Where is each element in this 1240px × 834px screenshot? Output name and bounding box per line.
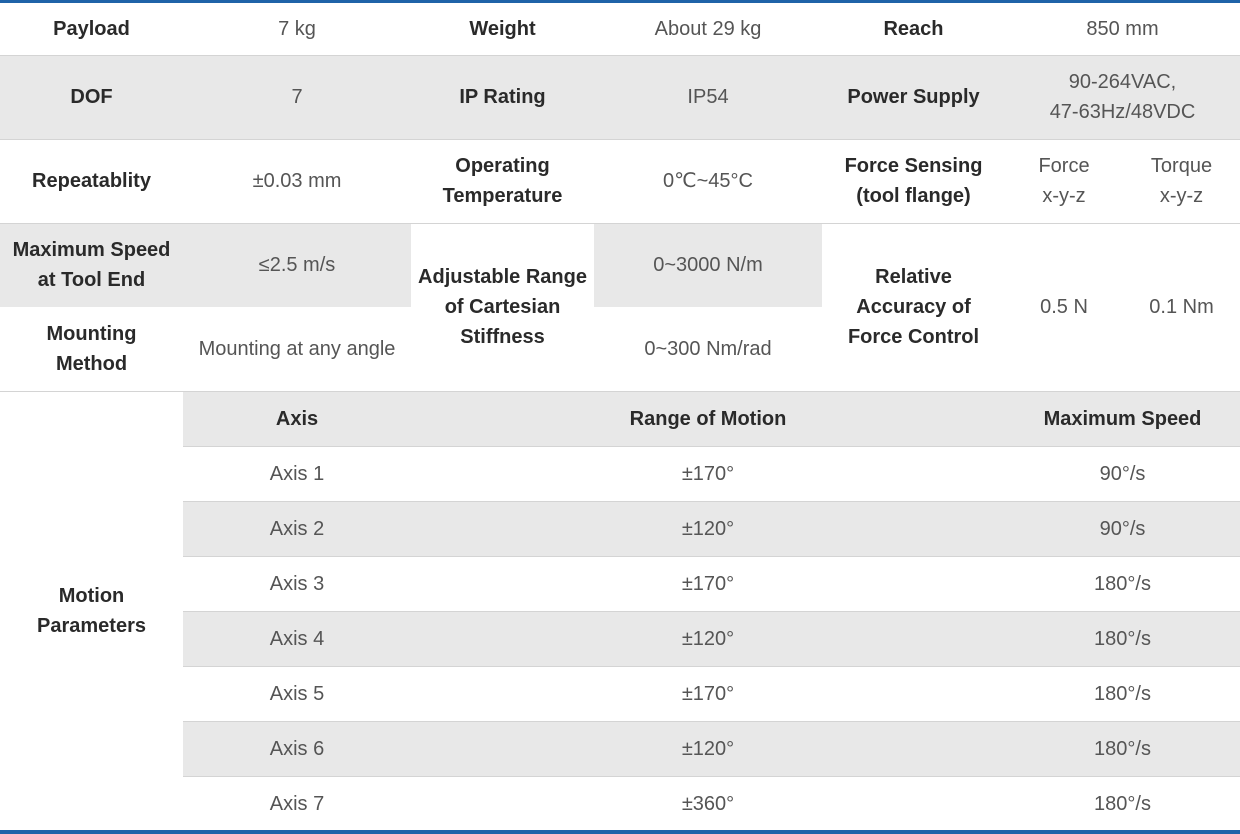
reach-label: Reach [883,17,944,40]
force-sensing-torque-line-2: x-y-z [1159,185,1204,207]
axis-max-speed: 180°/s [1005,720,1240,776]
spec-row-dof: DOF 7 IP Rating IP54 Power Supply 90-264… [0,54,1240,139]
force-sensing-label-line-2: (tool flange) [856,185,971,207]
spec-row-max-speed: Maximum Speed at Tool End ≤2.5 m/s Adjus… [0,222,1240,391]
axis-max-speed: 180°/s [1005,775,1240,831]
force-control-accuracy-label: Relative Accuracy of Force Control [822,222,1005,391]
spec-row-repeatability: Repeatablity ±0.03 mm Operating Temperat… [0,138,1240,223]
force-control-accuracy-label-line-3: Force Control [847,326,980,348]
range-column-header: Range of Motion [411,390,1005,446]
dof-label: DOF [0,54,183,139]
motion-parameters-label: Motion Parameters [0,390,183,831]
axis-max-speed: 180°/s [1005,610,1240,666]
force-control-accuracy-label-line-2: Accuracy of [856,296,971,318]
cartesian-stiffness-label-line-3: Stiffness [460,326,545,348]
axis-name: Axis 3 [183,555,411,611]
reach-value: 850 mm [1086,17,1159,40]
spec-row-mounting: Mounting Method Mounting at any angle 0~… [0,307,1240,391]
force-sensing-torque: Torque x-y-z [1123,138,1240,223]
operating-temperature-value: 0℃~45°C [594,138,822,223]
axis-name: Axis 6 [183,720,411,776]
axis-range: ±170° [411,665,1005,721]
payload-label: Payload [53,17,130,40]
operating-temperature-label-line-2: Temperature [442,185,563,207]
axis-max-speed: 180°/s [1005,665,1240,721]
force-sensing-label: Force Sensing (tool flange) [822,138,1005,223]
max-speed-tool-end-label-line-2: at Tool End [37,269,146,292]
spec-row-payload: Payload 7 kg Weight About 29 kg Reach 85… [0,3,1240,55]
axis-name: Axis 5 [183,665,411,721]
motion-row: Axis 7 ±360° 180°/s [0,775,1240,831]
motion-row: Axis 2 ±120° 90°/s [0,500,1240,556]
operating-temperature-label-line-1: Operating [455,155,550,177]
motion-parameters-label-line-2: Parameters [37,615,146,638]
motion-row: Axis 5 ±170° 180°/s [0,665,1240,721]
max-speed-tool-end-value: ≤2.5 m/s [183,222,411,307]
force-control-accuracy-force: 0.5 N [1005,222,1123,391]
axis-range: ±170° [411,555,1005,611]
power-supply-line-1: 90-264VAC, [1068,71,1177,93]
axis-max-speed: 90°/s [1005,445,1240,501]
force-sensing-label-line-1: Force Sensing [844,155,983,177]
force-control-accuracy-label-line-1: Relative [875,266,952,288]
axis-name: Axis 1 [183,445,411,501]
power-supply-label: Power Supply [822,54,1005,139]
max-speed-tool-end-label-line-1: Maximum Speed [12,239,171,262]
mounting-method-label: Mounting Method [0,307,183,391]
force-sensing-force-line-2: x-y-z [1042,185,1086,207]
axis-max-speed: 180°/s [1005,555,1240,611]
axis-max-speed: 90°/s [1005,500,1240,556]
weight-label: Weight [469,17,536,40]
axis-range: ±120° [411,500,1005,556]
force-sensing-force: Force x-y-z [1005,138,1123,223]
repeatability-label: Repeatablity [0,138,183,223]
axis-name: Axis 7 [183,775,411,831]
max-speed-tool-end-label: Maximum Speed at Tool End [0,222,183,307]
motion-row: Axis 3 ±170° 180°/s [0,555,1240,611]
motion-row: Axis 6 ±120° 180°/s [0,720,1240,776]
cartesian-stiffness-label-line-2: of Cartesian [444,296,561,318]
motion-parameters-label-line-1: Motion [58,585,125,608]
cartesian-stiffness-label: Adjustable Range of Cartesian Stiffness [411,222,594,391]
ip-rating-value: IP54 [594,54,822,139]
axis-column-header: Axis [183,390,411,446]
axis-name: Axis 4 [183,610,411,666]
mounting-method-label-line-2: Method [55,352,128,375]
motion-row: Axis 1 ±170° 90°/s [0,445,1240,501]
payload-value: 7 kg [278,17,316,40]
mounting-method-value: Mounting at any angle [198,337,396,360]
ip-rating-label: IP Rating [411,54,594,139]
axis-name: Axis 2 [183,500,411,556]
force-sensing-force-line-1: Force [1038,155,1090,177]
speed-column-header: Maximum Speed [1005,390,1240,446]
mounting-method-label-line-1: Mounting [46,322,137,345]
repeatability-value: ±0.03 mm [183,138,411,223]
power-supply-line-2: 47-63Hz/48VDC [1049,101,1196,123]
axis-range: ±170° [411,445,1005,501]
motion-header-row: Motion Parameters Axis Range of Motion M… [0,390,1240,831]
dof-value: 7 [183,54,411,139]
weight-value: About 29 kg [654,17,762,40]
force-control-accuracy-torque: 0.1 Nm [1123,222,1240,391]
bottom-accent-line [0,830,1240,834]
power-supply-value: 90-264VAC, 47-63Hz/48VDC [1005,54,1240,139]
cartesian-stiffness-rotational: 0~300 Nm/rad [644,337,772,360]
axis-range: ±360° [411,775,1005,831]
operating-temperature-label: Operating Temperature [411,138,594,223]
axis-range: ±120° [411,720,1005,776]
motion-row: Axis 4 ±120° 180°/s [0,610,1240,666]
axis-range: ±120° [411,610,1005,666]
force-sensing-torque-line-1: Torque [1150,155,1213,177]
cartesian-stiffness-label-line-1: Adjustable Range [418,266,587,288]
specifications-table: Payload 7 kg Weight About 29 kg Reach 85… [0,3,1240,831]
top-accent-line [0,0,1240,3]
cartesian-stiffness-translational: 0~3000 N/m [594,222,822,307]
